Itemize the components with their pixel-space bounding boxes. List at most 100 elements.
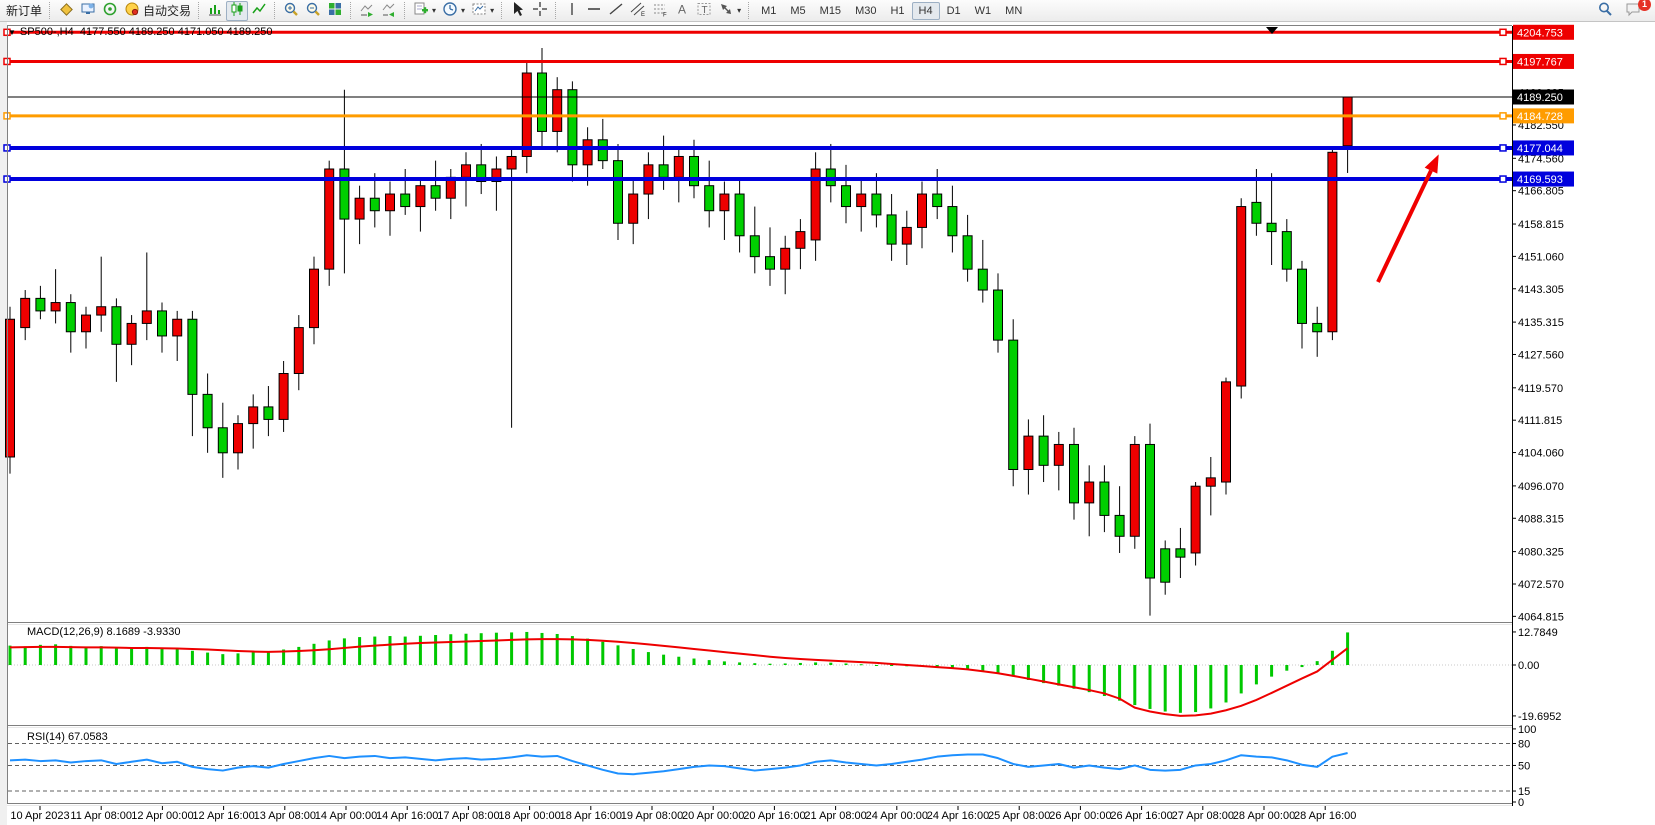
timeframe-w1[interactable]: W1 [974,4,992,17]
text-label-tool-button[interactable]: T [693,1,715,21]
new-order-button[interactable]: 新订单 [3,1,45,21]
vertical-line-tool-button[interactable] [561,1,583,21]
auto-scroll-icon [359,1,375,20]
svg-text:14 Apr 00:00: 14 Apr 00:00 [315,810,377,822]
timeframe-h1[interactable]: H1 [890,4,905,17]
tile-windows-button[interactable] [324,1,346,21]
line-chart-button[interactable] [248,1,270,21]
timeframe-toolbar: M1 M5 M15 M30 H1 H4 D1 W1 MN [754,1,1029,20]
equidistant-channel-tool-button[interactable]: E [627,1,649,21]
timeframe-m30[interactable]: M30 [855,4,877,17]
toolbar-separator [274,2,276,19]
timeframe-h4[interactable]: H4 [911,1,940,20]
timeframe-m15[interactable]: M15 [819,4,842,17]
chart-shift-button[interactable] [378,1,400,21]
period-button[interactable]: ▾ [439,1,468,21]
line-anchor[interactable] [1499,144,1507,152]
chevron-down-icon[interactable]: ▾ [737,5,742,15]
gold-diamond-icon [58,1,74,20]
chart-canvas[interactable]: 4190.2854182.5504174.5604166.8054158.815… [0,22,1655,825]
cursor-tool-button[interactable] [507,1,529,21]
template-button[interactable]: ▾ [468,1,497,21]
svg-text:28 Apr 16:00: 28 Apr 16:00 [1294,810,1356,822]
arrow-annotation-head[interactable] [1424,154,1439,174]
chevron-down-icon[interactable]: ▾ [490,5,495,15]
zoom-in-icon [283,1,299,20]
macd-signal-line [9,638,1349,717]
svg-text:4174.560: 4174.560 [1518,153,1564,165]
svg-text:0.00: 0.00 [1518,660,1539,672]
auto-scroll-button[interactable] [356,1,378,21]
trendline-icon [608,1,624,20]
auto-trading-button[interactable]: 自动交易 [121,1,194,21]
line-anchor[interactable] [1499,28,1507,37]
svg-text:4104.060: 4104.060 [1518,448,1564,460]
toolbar-separator [49,2,51,19]
panel-borders [7,25,1513,806]
tile-windows-icon [327,1,343,20]
toolbar-separator [198,2,200,19]
trendline-tool-button[interactable] [605,1,627,21]
svg-text:4204.753: 4204.753 [1517,27,1563,39]
chart-shift-marker-icon[interactable] [1266,27,1278,34]
signal-button[interactable] [99,1,121,21]
chart-header[interactable]: ▼ SP500-,H4 4177.550 4189.250 4171.050 4… [8,26,273,38]
svg-text:0: 0 [1518,797,1524,809]
timeframe-m1[interactable]: M1 [761,4,777,17]
bar-chart-button[interactable] [204,1,226,21]
macd-indicator-label: MACD(12,26,9) 8.1689 -3.9330 [27,626,181,638]
arrows-tool-button[interactable]: ▾ [715,1,744,21]
svg-text:F: F [663,13,667,18]
macd-histogram [8,631,1350,713]
toolbar-right-group: 1 [1594,0,1652,21]
svg-text:4080.325: 4080.325 [1518,547,1564,559]
line-anchor[interactable] [1499,175,1507,183]
rsi-line [9,752,1348,776]
timeframe-d1[interactable]: D1 [946,4,961,17]
search-button[interactable] [1594,1,1616,21]
svg-text:T: T [702,5,708,16]
svg-text:19 Apr 08:00: 19 Apr 08:00 [621,810,683,822]
svg-text:4197.767: 4197.767 [1517,56,1563,68]
line-anchor[interactable] [1499,112,1507,120]
fibonacci-tool-button[interactable]: F [649,1,671,21]
svg-text:80: 80 [1518,739,1530,751]
svg-text:27 Apr 08:00: 27 Apr 08:00 [1172,810,1234,822]
svg-text:4143.305: 4143.305 [1518,284,1564,296]
zoom-in-button[interactable] [280,1,302,21]
timeframe-m5[interactable]: M5 [790,4,806,17]
text-tool-button[interactable]: A [671,1,693,21]
chart-menu-icon[interactable]: ▼ [8,27,16,37]
publisher-button[interactable] [77,1,99,21]
svg-text:A: A [678,3,686,17]
chevron-down-icon[interactable]: ▾ [432,5,437,15]
chevron-down-icon[interactable]: ▾ [461,5,466,15]
add-indicator-button[interactable]: ▾ [410,1,439,21]
template-icon [471,1,487,20]
candlestick-chart-button[interactable] [226,0,249,21]
svg-text:50: 50 [1518,760,1530,772]
arrow-annotation[interactable] [1376,169,1433,283]
auto-trading-icon [124,1,140,20]
svg-text:13 Apr 08:00: 13 Apr 08:00 [254,810,316,822]
zoom-out-icon [305,1,321,20]
line-anchor[interactable] [1499,57,1507,66]
notifications-button[interactable]: 1 [1622,0,1651,21]
arrows-icon [718,1,734,20]
line-chart-icon [251,1,267,20]
zoom-out-button[interactable] [302,1,324,21]
crosshair-tool-button[interactable] [529,1,551,21]
svg-text:4088.315: 4088.315 [1518,513,1564,525]
market-watch-button[interactable] [55,1,77,21]
notification-badge: 1 [1638,0,1651,11]
price-axis-ticks: 4190.2854182.5504174.5604166.8054158.815… [1512,88,1564,623]
svg-text:4111.815: 4111.815 [1518,415,1562,427]
svg-text:14 Apr 16:00: 14 Apr 16:00 [376,810,438,822]
signal-icon [102,1,118,20]
monitor-cloud-icon [80,1,96,20]
horizontal-line-tool-button[interactable] [583,1,605,21]
horizontal-line-icon [586,1,602,20]
svg-text:4184.728: 4184.728 [1517,111,1563,123]
timeframe-mn[interactable]: MN [1005,4,1023,17]
